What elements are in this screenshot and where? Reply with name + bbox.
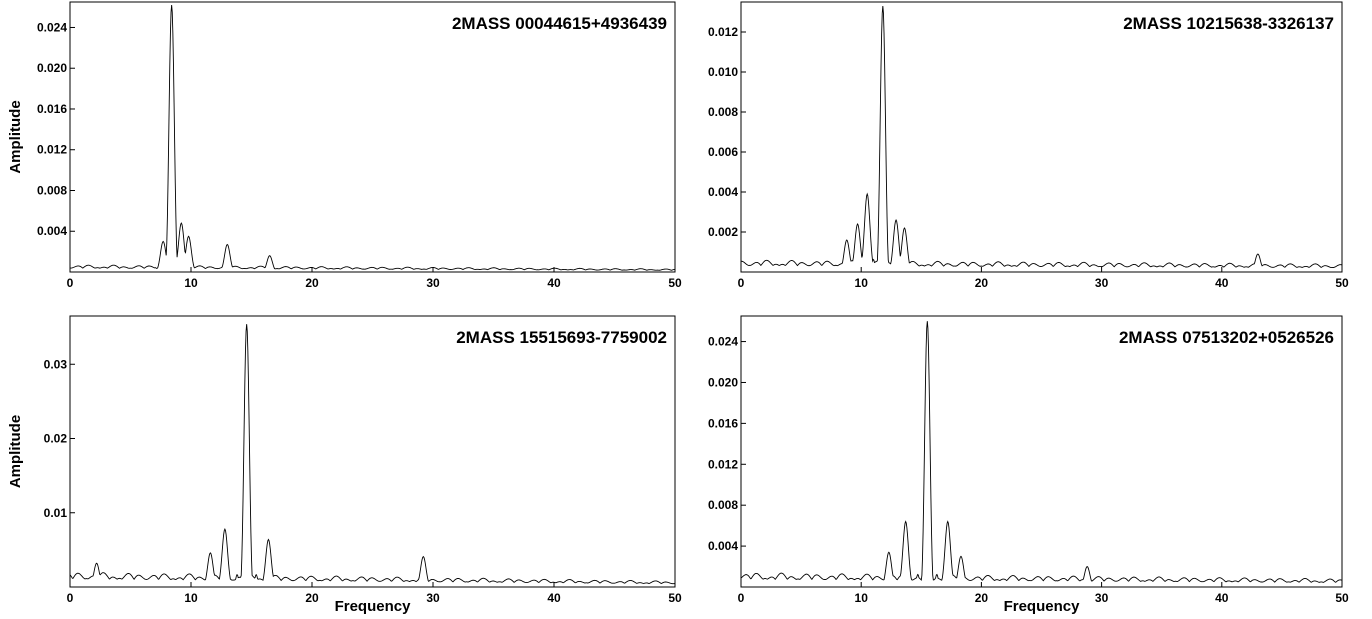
panel-3: 0 10 20 30 40 50 0.01 0.02 0.03 2MASS 15515693-77…	[7, 315, 682, 615]
panel-4-x-tick-label-30: 30	[1095, 591, 1109, 605]
panel-2: 0 10 20 30 40 50 0.002 0.004 0.006 0.008 0.010 0.01…	[708, 1, 1349, 290]
panel-1-plot-frame	[69, 1, 676, 273]
panel-1-y-tick-label-0-016: 0.016	[37, 102, 67, 116]
panel-1-y-tick-label-0-004: 0.004	[37, 224, 67, 238]
panel-4-x-tick-label-40: 40	[1215, 591, 1229, 605]
panel-3-y-tick-label-0-02: 0.02	[44, 432, 68, 446]
panel-3-y-tick-label-0-03: 0.03	[44, 357, 68, 371]
panel-2-y-tick-label-0-006: 0.006	[708, 145, 738, 159]
panel-1-y-tick-label-0-020: 0.020	[37, 61, 67, 75]
panel-2-x-tick-label-50: 50	[1335, 276, 1349, 290]
panel-3-y-axis-label: Amplitude	[7, 415, 24, 488]
panel-1-y-axis-label: Amplitude	[7, 100, 24, 173]
panel-2-y-tick-label-0-010: 0.010	[708, 65, 738, 79]
panel-3-title: 2MASS 15515693-7759002	[456, 328, 667, 347]
panel-1-x-tick-label-0: 0	[67, 276, 74, 290]
panel-2-y-tick-label-0-004: 0.004	[708, 185, 738, 199]
panel-2-y-tick-label-0-002: 0.002	[708, 225, 738, 239]
panel-2-x-tick-label-30: 30	[1095, 276, 1109, 290]
panel-2-x-tick-label-40: 40	[1215, 276, 1229, 290]
panel-1-x-tick-label-40: 40	[547, 276, 561, 290]
panel-2-title: 2MASS 10215638-3326137	[1123, 14, 1334, 33]
panel-4-x-tick-label-10: 10	[855, 591, 869, 605]
panel-3-x-tick-label-50: 50	[668, 591, 682, 605]
panel-4-y-tick-label-0-024: 0.024	[708, 335, 738, 349]
panel-3-x-tick-label-10: 10	[184, 591, 198, 605]
panel-4-x-tick-label-0: 0	[738, 591, 745, 605]
panel-3-x-tick-label-0: 0	[67, 591, 74, 605]
panel-1: 0 10 20 30 40 50 0.004 0.008 0.012 0.016 0.020 0.02…	[7, 1, 682, 290]
panel-1-x-tick-label-50: 50	[668, 276, 682, 290]
panel-1-x-tick-label-10: 10	[184, 276, 198, 290]
panel-4-y-tick-label-0-012: 0.012	[708, 457, 738, 471]
panel-1-amplitude-spectrum-line	[69, 5, 676, 271]
panel-4-x-tick-label-50: 50	[1335, 591, 1349, 605]
panel-2-y-tick-label-0-008: 0.008	[708, 105, 738, 119]
panel-2-y-tick-label-0-012: 0.012	[708, 25, 738, 39]
panel-4-y-tick-label-0-016: 0.016	[708, 416, 738, 430]
panel-3-x-tick-label-20: 20	[305, 591, 319, 605]
panel-3-y-tick-label-0-01: 0.01	[44, 506, 68, 520]
panel-2-x-tick-label-10: 10	[855, 276, 869, 290]
panel-3-plot-frame	[69, 315, 676, 588]
panel-3-amplitude-spectrum-line	[69, 324, 676, 585]
panel-4-y-tick-label-0-004: 0.004	[708, 539, 738, 553]
panel-4-x-tick-label-20: 20	[975, 591, 989, 605]
panel-3-x-tick-label-30: 30	[426, 591, 440, 605]
panel-4-x-axis-label: Frequency	[1004, 598, 1081, 615]
panel-4-amplitude-spectrum-line	[740, 321, 1343, 583]
panel-1-x-tick-label-20: 20	[305, 276, 319, 290]
panel-1-y-tick-label-0-008: 0.008	[37, 183, 67, 197]
panel-2-x-tick-label-0: 0	[738, 276, 745, 290]
panel-3-x-axis-label: Frequency	[335, 598, 412, 615]
panel-2-plot-frame	[740, 1, 1343, 273]
panel-1-y-tick-label-0-012: 0.012	[37, 143, 67, 157]
panel-1-title: 2MASS 00044615+4936439	[452, 14, 667, 33]
panel-4-title: 2MASS 07513202+0526526	[1119, 328, 1334, 347]
panel-1-y-tick-label-0-024: 0.024	[37, 20, 67, 34]
panel-1-x-tick-label-30: 30	[426, 276, 440, 290]
panel-4-y-tick-label-0-020: 0.020	[708, 375, 738, 389]
panel-3-x-tick-label-40: 40	[547, 591, 561, 605]
panel-4-y-tick-label-0-008: 0.008	[708, 498, 738, 512]
panel-2-x-tick-label-20: 20	[975, 276, 989, 290]
panel-2-amplitude-spectrum-line	[740, 5, 1343, 269]
panel-4: 0 10 20 30 40 50 0.004 0.008 0.012 0.016 0.020 0.02…	[708, 315, 1349, 615]
panel-4-plot-frame	[740, 315, 1343, 588]
